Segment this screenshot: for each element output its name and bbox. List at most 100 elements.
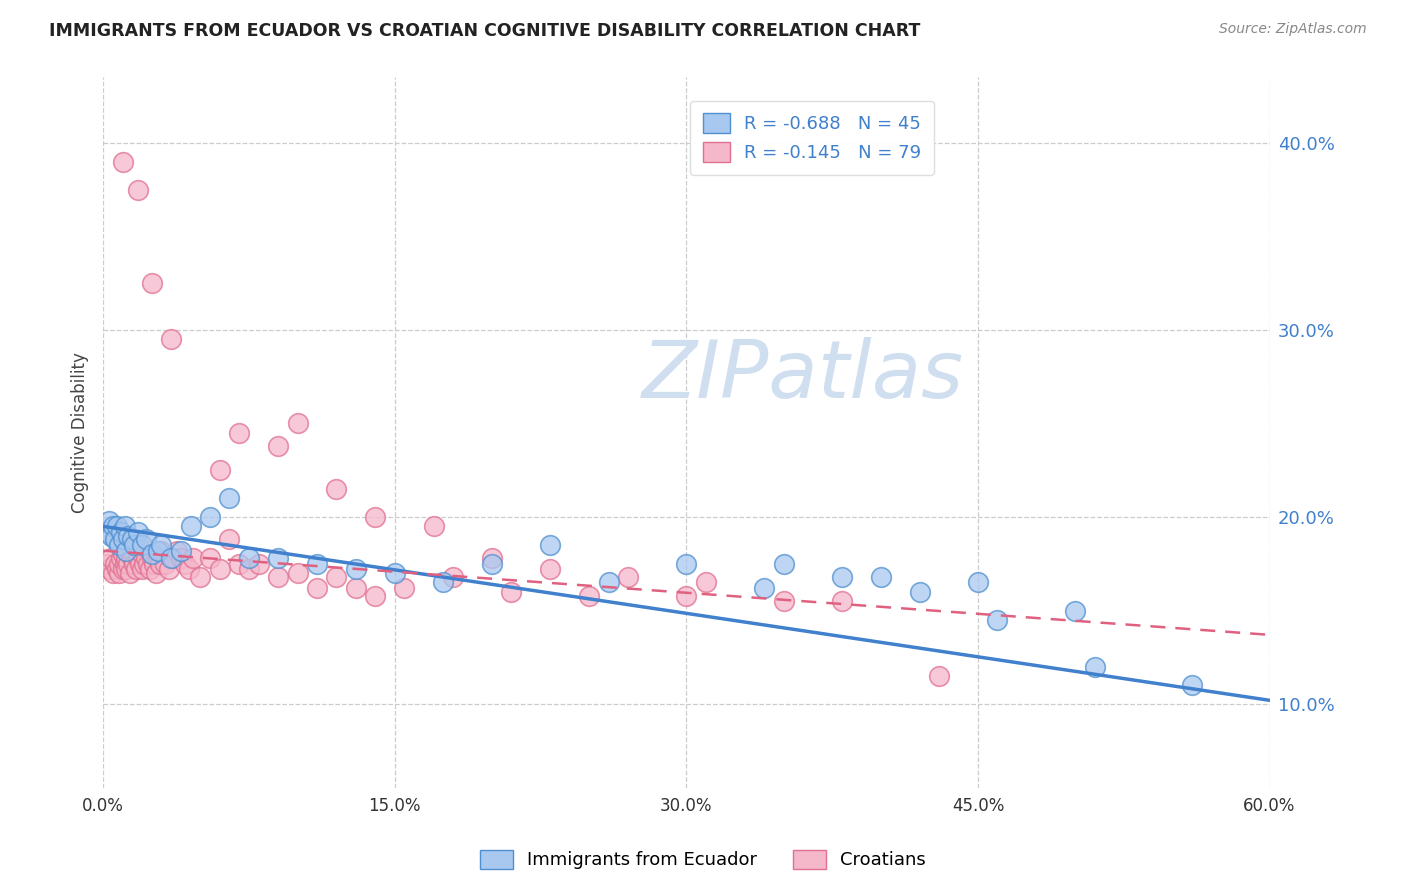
Point xyxy=(1064,603,1087,617)
Point xyxy=(141,276,163,290)
Point xyxy=(142,557,165,571)
Point xyxy=(155,557,177,571)
Point xyxy=(501,584,523,599)
Point xyxy=(208,463,231,477)
Point xyxy=(177,562,200,576)
Point xyxy=(162,551,184,566)
Point xyxy=(115,562,138,576)
Point xyxy=(198,551,221,566)
Point xyxy=(181,551,204,566)
Point xyxy=(238,551,260,566)
Point xyxy=(325,570,347,584)
Point xyxy=(578,589,600,603)
Point xyxy=(135,551,157,566)
Point xyxy=(111,154,134,169)
Point xyxy=(101,566,124,581)
Point xyxy=(364,510,387,524)
Point xyxy=(364,589,387,603)
Point xyxy=(97,562,120,576)
Point xyxy=(100,529,122,543)
Point xyxy=(157,562,180,576)
Point xyxy=(150,543,173,558)
Point xyxy=(422,519,444,533)
Point xyxy=(617,570,640,584)
Point xyxy=(831,570,853,584)
Point xyxy=(267,570,290,584)
Point xyxy=(120,566,142,581)
Point xyxy=(111,548,134,562)
Point xyxy=(928,669,950,683)
Point xyxy=(121,551,143,566)
Point xyxy=(115,551,138,566)
Point xyxy=(160,551,183,566)
Point xyxy=(384,566,406,581)
Point xyxy=(105,519,128,533)
Point xyxy=(238,562,260,576)
Point xyxy=(675,589,697,603)
Point xyxy=(135,533,157,547)
Point xyxy=(598,575,620,590)
Point xyxy=(114,519,136,533)
Point xyxy=(121,543,143,558)
Point xyxy=(218,491,240,506)
Point xyxy=(305,557,328,571)
Point xyxy=(136,557,159,571)
Point xyxy=(481,557,503,571)
Point xyxy=(305,581,328,595)
Point xyxy=(908,584,931,599)
Point xyxy=(131,538,153,552)
Point xyxy=(96,524,118,539)
Point xyxy=(107,566,129,581)
Point xyxy=(173,557,195,571)
Point xyxy=(267,439,290,453)
Point xyxy=(125,562,148,576)
Point xyxy=(538,538,561,552)
Point xyxy=(287,566,309,581)
Legend: R = -0.688   N = 45, R = -0.145   N = 79: R = -0.688 N = 45, R = -0.145 N = 79 xyxy=(690,101,934,175)
Point xyxy=(1084,659,1107,673)
Point xyxy=(287,417,309,431)
Point xyxy=(344,562,367,576)
Point xyxy=(117,557,139,571)
Point xyxy=(228,425,250,440)
Point xyxy=(127,538,149,552)
Point xyxy=(96,557,118,571)
Text: ZIPatlas: ZIPatlas xyxy=(643,337,965,415)
Point xyxy=(122,557,145,571)
Point xyxy=(141,548,163,562)
Point xyxy=(170,543,193,558)
Text: Source: ZipAtlas.com: Source: ZipAtlas.com xyxy=(1219,22,1367,37)
Point xyxy=(141,551,163,566)
Point xyxy=(772,594,794,608)
Point xyxy=(247,557,270,571)
Point xyxy=(97,514,120,528)
Point xyxy=(117,529,139,543)
Point xyxy=(344,581,367,595)
Point xyxy=(111,562,134,576)
Point xyxy=(481,551,503,566)
Point xyxy=(752,581,775,595)
Legend: Immigrants from Ecuador, Croatians: Immigrants from Ecuador, Croatians xyxy=(471,840,935,879)
Point xyxy=(107,538,129,552)
Point xyxy=(267,551,290,566)
Point xyxy=(695,575,717,590)
Point xyxy=(121,533,143,547)
Text: IMMIGRANTS FROM ECUADOR VS CROATIAN COGNITIVE DISABILITY CORRELATION CHART: IMMIGRANTS FROM ECUADOR VS CROATIAN COGN… xyxy=(49,22,921,40)
Point xyxy=(325,482,347,496)
Point xyxy=(441,570,464,584)
Point xyxy=(188,570,211,584)
Point xyxy=(131,562,153,576)
Point xyxy=(180,519,202,533)
Point xyxy=(1181,678,1204,692)
Point xyxy=(394,581,416,595)
Point xyxy=(146,543,169,558)
Point xyxy=(111,533,134,547)
Point xyxy=(105,562,128,576)
Point xyxy=(114,557,136,571)
Point xyxy=(208,562,231,576)
Point xyxy=(127,183,149,197)
Point xyxy=(110,524,132,539)
Point xyxy=(101,519,124,533)
Point xyxy=(986,613,1008,627)
Point xyxy=(127,524,149,539)
